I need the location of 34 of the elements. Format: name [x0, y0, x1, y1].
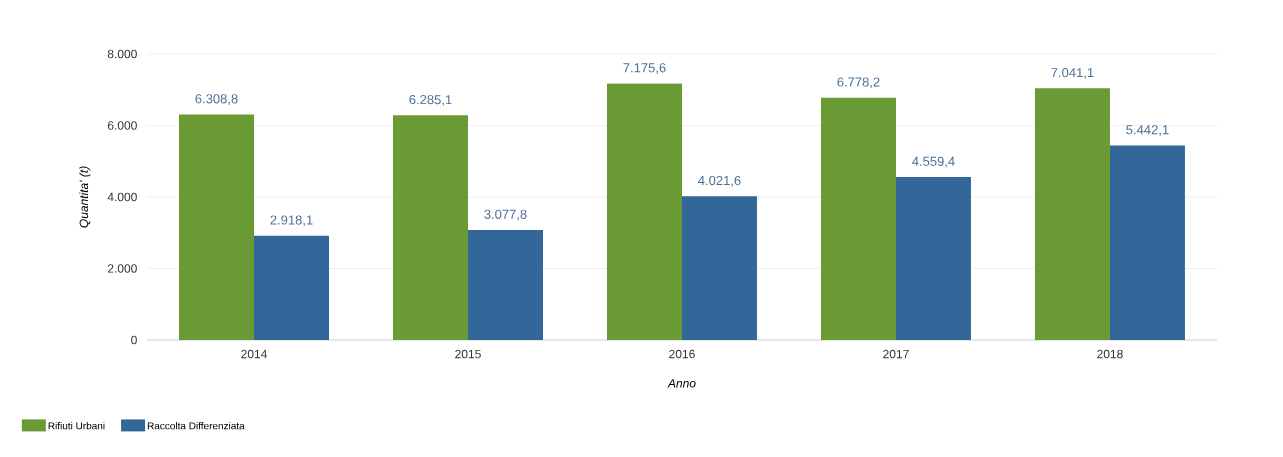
x-tick-label: 2015	[455, 349, 481, 359]
data-label: 4.021,6	[698, 175, 741, 187]
data-label: 6.778,2	[837, 77, 880, 89]
bar	[179, 114, 255, 340]
data-label: 2.918,1	[270, 215, 313, 227]
bar	[895, 176, 971, 340]
x-axis-title: Anno	[667, 379, 696, 388]
bar	[681, 196, 757, 340]
bar	[392, 115, 468, 340]
bar	[1034, 88, 1110, 340]
bar	[1109, 145, 1185, 340]
y-tick-label: 0	[131, 335, 137, 345]
y-axis-title: Quantita' (t)	[79, 166, 91, 228]
y-tick-label: 8.000	[107, 49, 137, 59]
data-label: 6.285,1	[409, 95, 452, 106]
x-tick-label: 2016	[669, 349, 695, 359]
data-label: 5.442,1	[1126, 125, 1169, 136]
bar	[254, 235, 330, 340]
bar	[467, 229, 543, 340]
data-label: 6.308,8	[195, 94, 238, 105]
y-tick-label: 2.000	[107, 264, 137, 273]
x-tick-label: 2017	[883, 349, 909, 359]
y-tick-label: 6.000	[107, 121, 137, 130]
data-label: 4.559,4	[912, 156, 955, 168]
bar	[606, 83, 682, 340]
y-tick-label: 4.000	[107, 192, 137, 202]
x-tick-label: 2014	[241, 349, 267, 359]
x-tick-label: 2018	[1097, 349, 1123, 359]
data-label: 7.175,6	[623, 63, 666, 74]
legend-label: Rifiuti Urbani	[48, 422, 105, 430]
data-label: 7.041,1	[1051, 68, 1094, 79]
data-label: 3.077,8	[484, 209, 527, 221]
bar	[820, 97, 896, 340]
legend-label: Raccolta Differenziata	[147, 422, 245, 430]
